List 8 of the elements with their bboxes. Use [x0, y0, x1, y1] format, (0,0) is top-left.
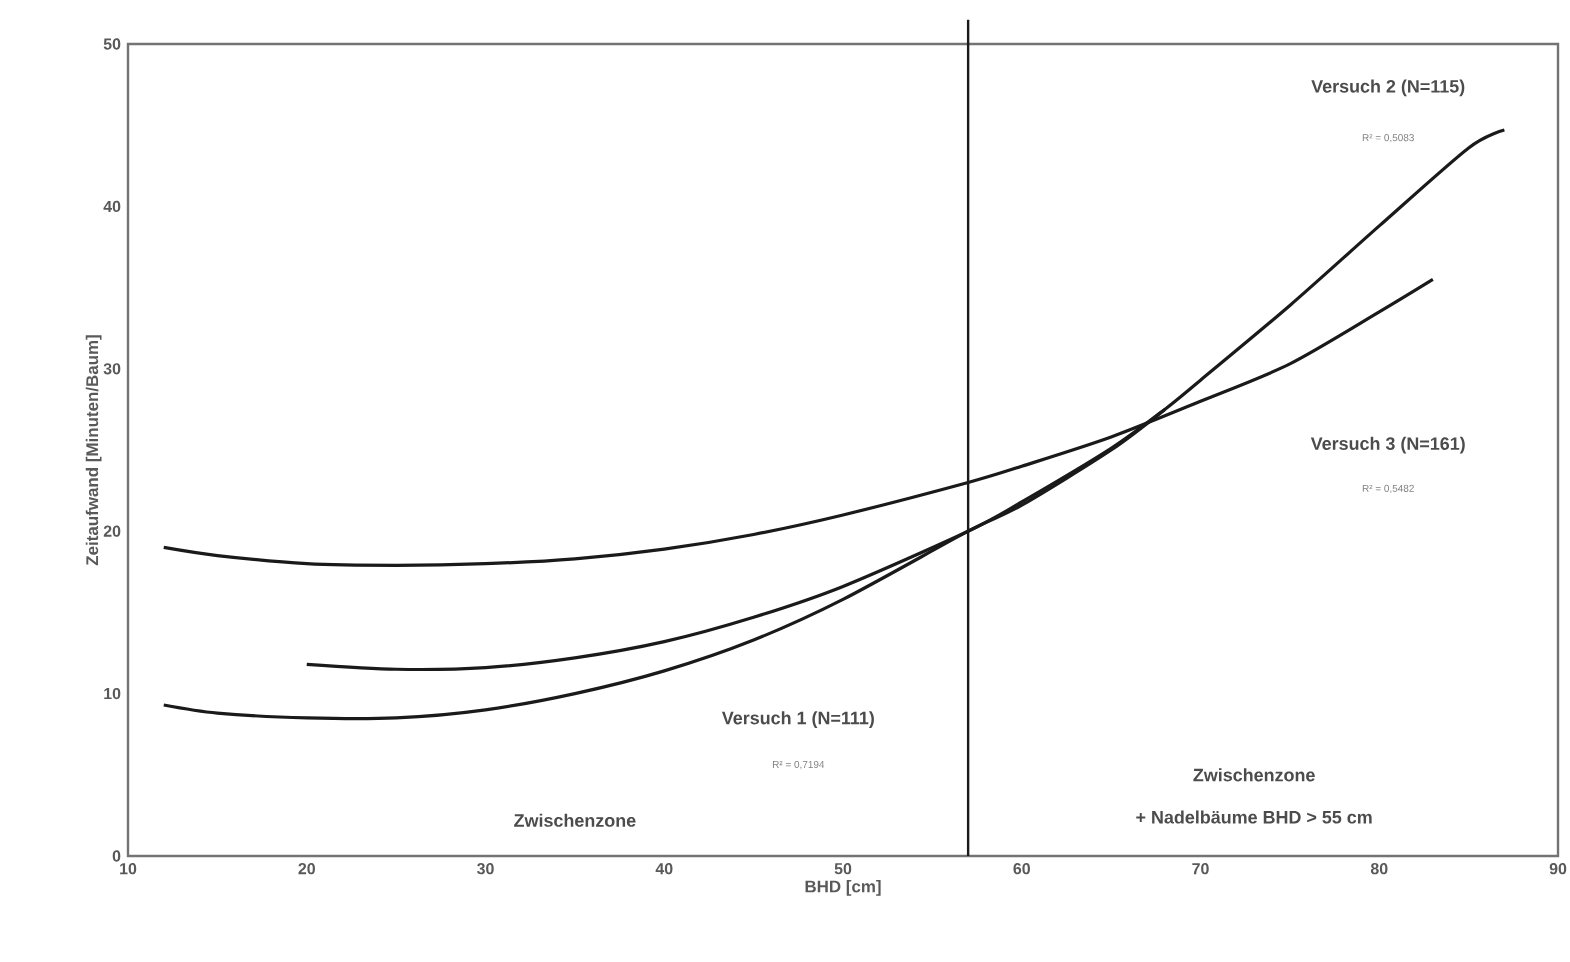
- y-axis-title: Zeitaufwand [Minuten/Baum]: [85, 335, 102, 566]
- annotation: Zwischenzone: [1193, 768, 1315, 782]
- annotation: Versuch 3 (N=161): [1310, 436, 1465, 454]
- annotation: Versuch 1 (N=111): [721, 711, 874, 728]
- annotation: Zwischenzone: [514, 813, 636, 827]
- x-axis-title: BHD [cm]: [805, 880, 881, 896]
- annotation: + Nadelbäume BHD > 55 cm: [1136, 810, 1372, 824]
- annotation: Versuch 2 (N=115): [1311, 79, 1465, 97]
